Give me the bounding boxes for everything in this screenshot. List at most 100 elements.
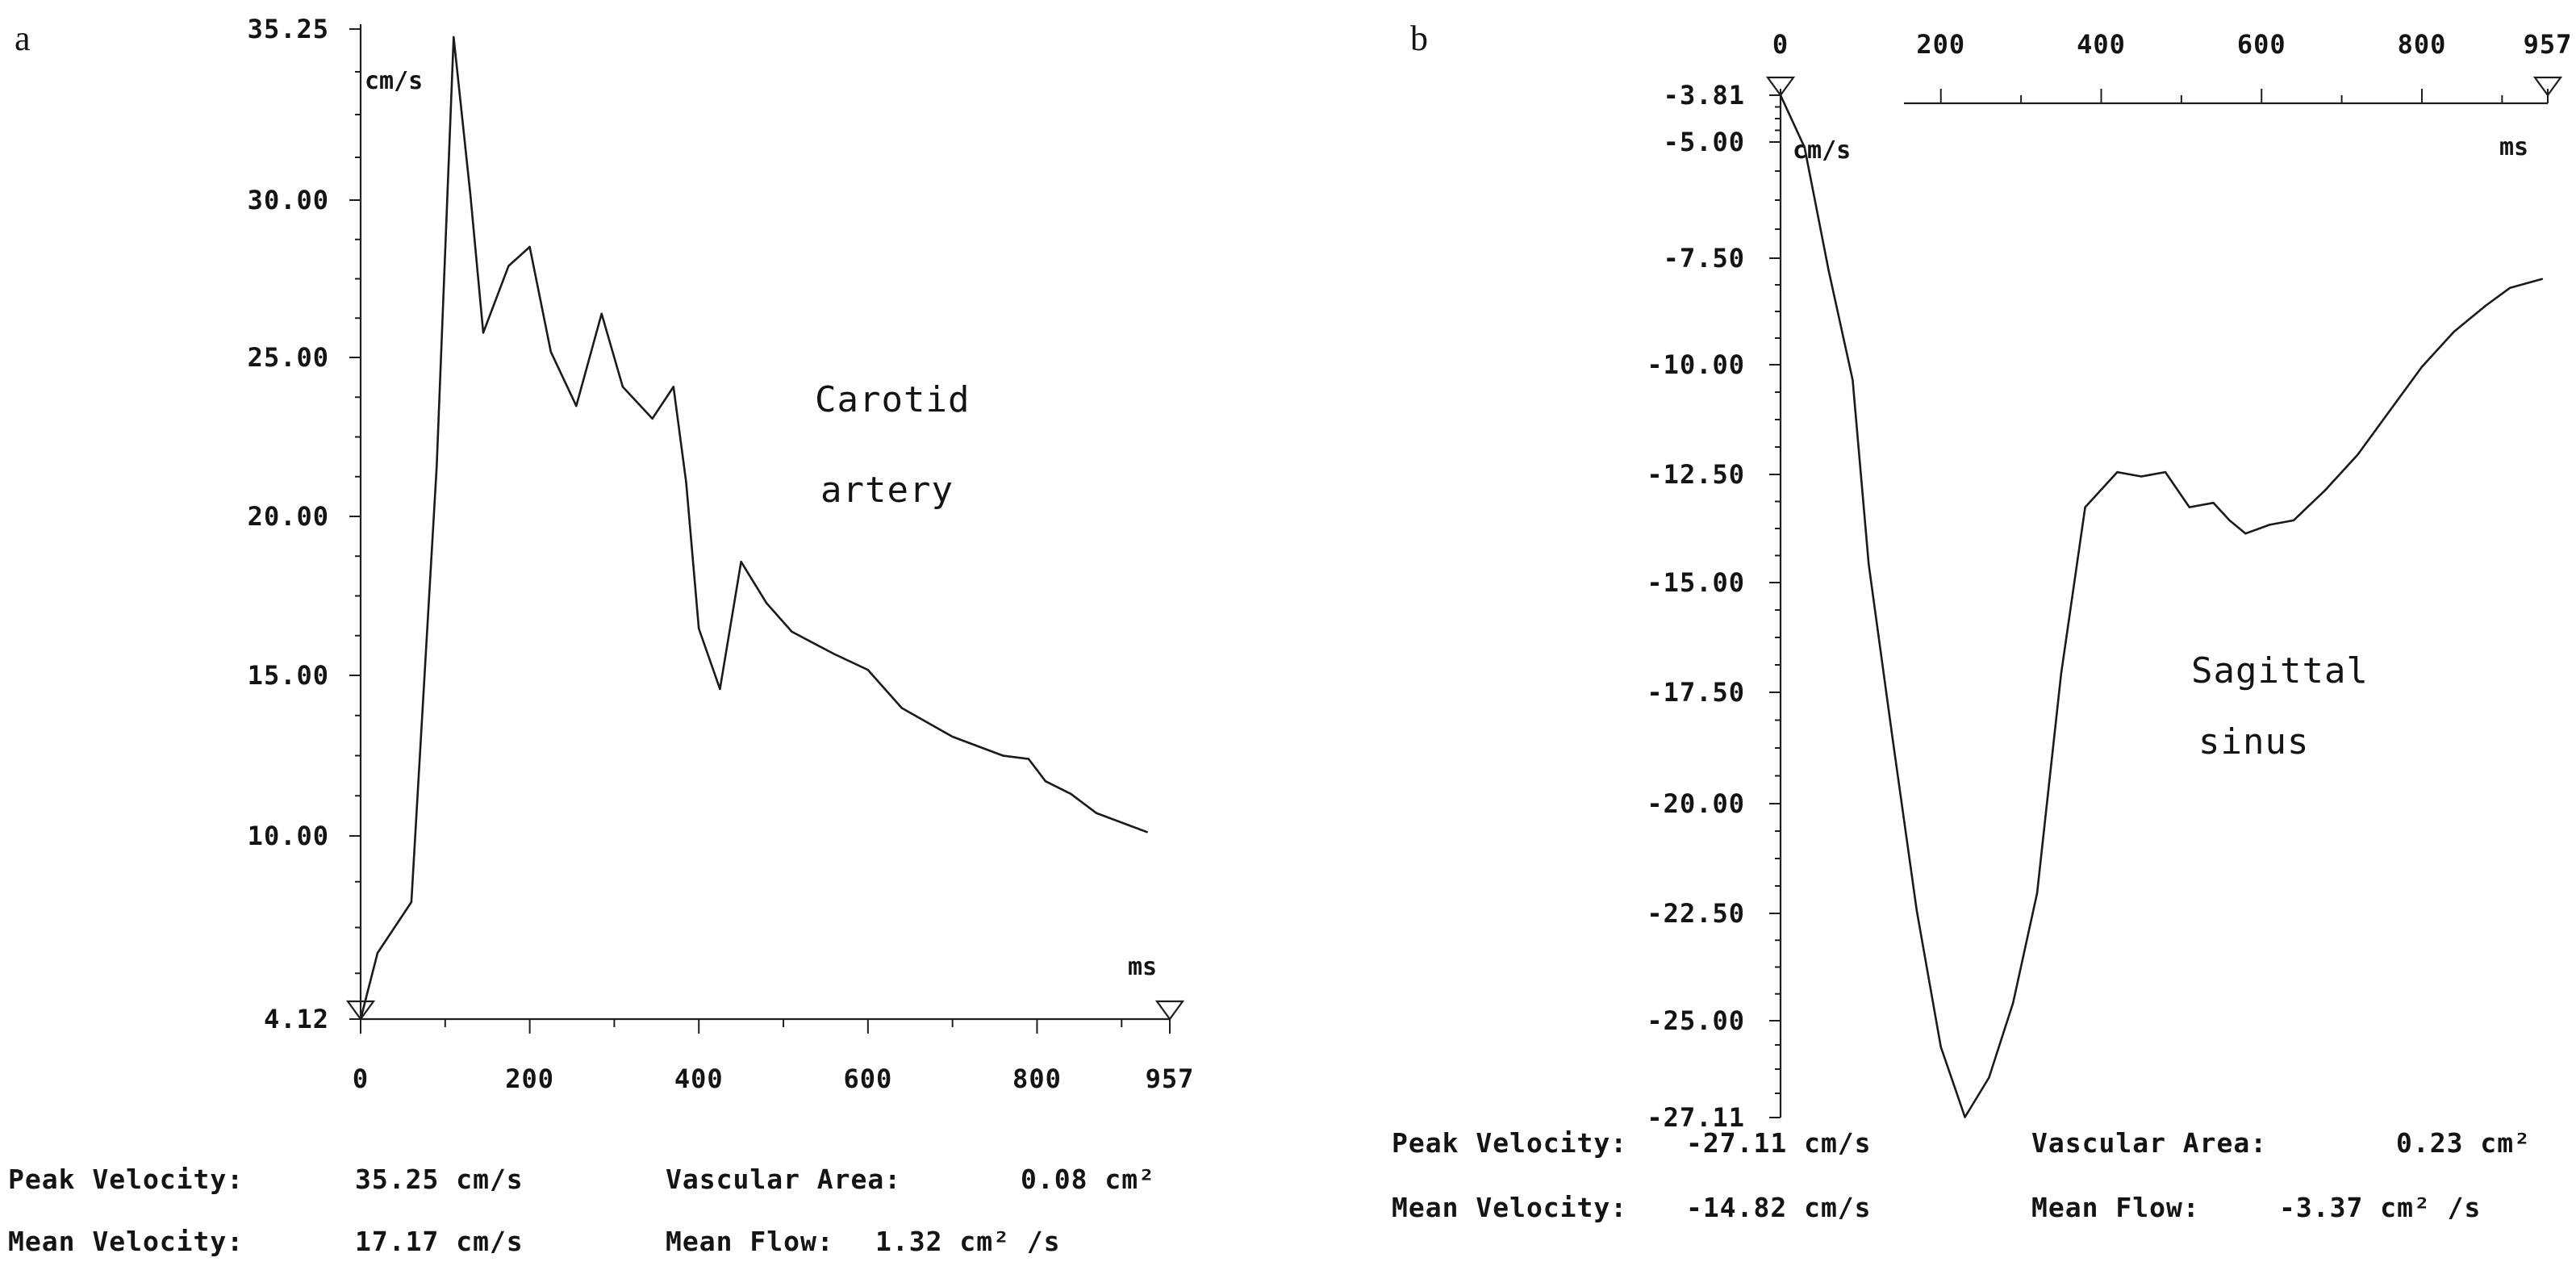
panel-a-annotation-line1: Carotid [815,379,970,420]
panel-a-y-unit: cm/s [365,67,423,95]
panel-a-data-point [453,36,455,39]
panel-a-mean-flow-value: 1.32 cm² /s [875,1226,1061,1257]
panel-b-data-point [1915,909,1918,913]
panel-a-peak-velocity-value: 35.25 cm/s [355,1164,524,1195]
panel-a-y-tick-label: 35.25 [248,14,329,44]
panel-a-data-point [1044,780,1047,783]
panel-b-mean-flow-value: -3.37 cm² /s [2279,1192,2481,1223]
panel-b-y-tick-label: -17.50 [1647,677,1745,708]
panel-b-series [1779,94,2544,1118]
panel-b-data-point [2140,475,2143,478]
panel-a-mean-velocity-label: Mean Velocity: [8,1226,244,1257]
panel-a-data-point [507,265,510,267]
panel-a-data-point [1095,812,1098,814]
panel-b-mean-velocity-value: -14.82 cm/s [1686,1192,1872,1223]
panel-a-y-tick-label: 10.00 [248,821,329,851]
panel-b-start-marker [1765,76,1796,97]
panel-a-data-point [765,602,768,604]
panel-b-data-point [2084,506,2086,508]
panel-b-peak-velocity-value: -27.11 cm/s [1686,1127,1872,1159]
panel-b-data-point [1988,1076,1990,1079]
panel-a-data-point [740,561,742,563]
panel-a-data-point [685,481,687,483]
panel-b-data-point [2188,506,2190,508]
panel-a-data-point [436,465,438,468]
panel-a-mean-velocity-value: 17.17 cm/s [355,1226,524,1257]
panel-b-data-point [2060,673,2062,675]
panel-a-data-point [1002,754,1004,757]
panel-b-data-point [2212,502,2215,504]
panel-a-data-point [1070,792,1072,796]
panel-b-y-tick-label: -7.50 [1664,243,1745,274]
panel-b-y-tick-label: -20.00 [1647,788,1745,819]
panel-b-data-point [1964,1116,1966,1118]
panel-a-y-tick-label: 20.00 [248,501,329,532]
panel-a-data-point [672,386,674,388]
panel-a-data-point [651,417,653,420]
panel-b-data-point [2164,470,2167,474]
panel-a-series-line [359,36,1148,1020]
panel-b-data-point [2012,1001,2014,1005]
panel-b-x-tick-label: 957 [2524,29,2573,60]
panel-a-data-point [621,386,624,388]
panel-a-end-marker [1154,1000,1185,1021]
panel-b-data-point [2389,409,2391,412]
panel-a-data-point [410,900,413,904]
panel-a-vascular-area-label: Vascular Area: [666,1164,901,1195]
panel-b-data-point [1939,1046,1942,1048]
panel-b-x-tick-label: 400 [2077,29,2126,60]
panel-b-x-unit: ms [2499,133,2528,161]
panel-b-annotation-line1: Sagittal [2191,650,2369,691]
panel-a-x-tick-label: 400 [674,1063,724,1094]
panel-a-data-point [951,735,954,738]
panel-b-y-tick-label: -10.00 [1647,349,1745,380]
panel-b-data-point [1868,563,1870,566]
panel-a-x-tick-label: 600 [843,1063,892,1094]
panel-b-data-point [2116,470,2119,474]
panel-a-data-point [600,312,603,315]
panel-a-data-point [1027,758,1030,760]
panel-a-data-point [900,707,904,709]
panel-a-ticks: 35.25 30.00 25.00 20.00 15.00 10.00 4.12 0 200 40… [248,14,1195,1094]
panel-b-data-point [1779,94,1782,97]
panel-a-data-point [376,951,379,955]
panel-a-x-unit: ms [1128,953,1157,981]
panel-b-peak-velocity-label: Peak Velocity: [1392,1127,1627,1159]
panel-a-x-tick-label: 957 [1146,1063,1195,1094]
panel-b-stats: Peak Velocity: -27.11 cm/s Vascular Area… [1392,1127,2530,1223]
panel-a-y-tick-label: 4.12 [264,1004,329,1034]
panel-a-series [359,36,1148,1021]
panel-b-y-tick-label: -15.00 [1647,567,1745,598]
panel-a-axes [359,24,1170,1021]
panel-a-data-point [549,350,552,353]
panel-a-mean-flow-label: Mean Flow: [666,1226,834,1257]
panel-b-x-tick-label: 0 [1772,29,1789,60]
panel-a-data-point [470,194,472,198]
panel-b-annotation-line2: sinus [2198,721,2309,763]
panel-b-x-tick-label: 600 [2237,29,2286,60]
panel-b-letter: b [1410,19,1428,58]
panel-a-data-point [698,627,700,630]
panel-b-data-point [2324,488,2327,491]
panel-b-y-tick-label: -12.50 [1647,459,1745,490]
panel-a-start-marker [345,1000,376,1021]
panel-a-y-tick-label: 30.00 [248,185,329,215]
panel-a-x-tick-label: 200 [505,1063,554,1094]
panel-a-data-point [719,687,721,691]
panel-a-peak-velocity-label: Peak Velocity: [8,1164,244,1195]
panel-a-data-point [359,1017,362,1021]
panel-a-y-tick-label: 15.00 [248,660,329,691]
panel-b-data-point [1891,738,1894,741]
panel-b-data-point [1803,146,1806,148]
panel-b-y-tick-label: -22.50 [1647,898,1745,929]
panel-b-vascular-area-label: Vascular Area: [2031,1127,2267,1159]
panel-a-stats: Peak Velocity: 35.25 cm/s Vascular Area:… [8,1164,1154,1257]
panel-a-y-tick-label: 25.00 [248,342,329,373]
panel-a-data-point [866,669,870,671]
panel-b-data-point [2035,892,2039,895]
panel-b-data-point [2244,533,2247,535]
panel-b-mean-flow-label: Mean Flow: [2031,1192,2200,1223]
panel-a-data-point [833,653,836,655]
panel-a-letter: a [15,19,31,58]
